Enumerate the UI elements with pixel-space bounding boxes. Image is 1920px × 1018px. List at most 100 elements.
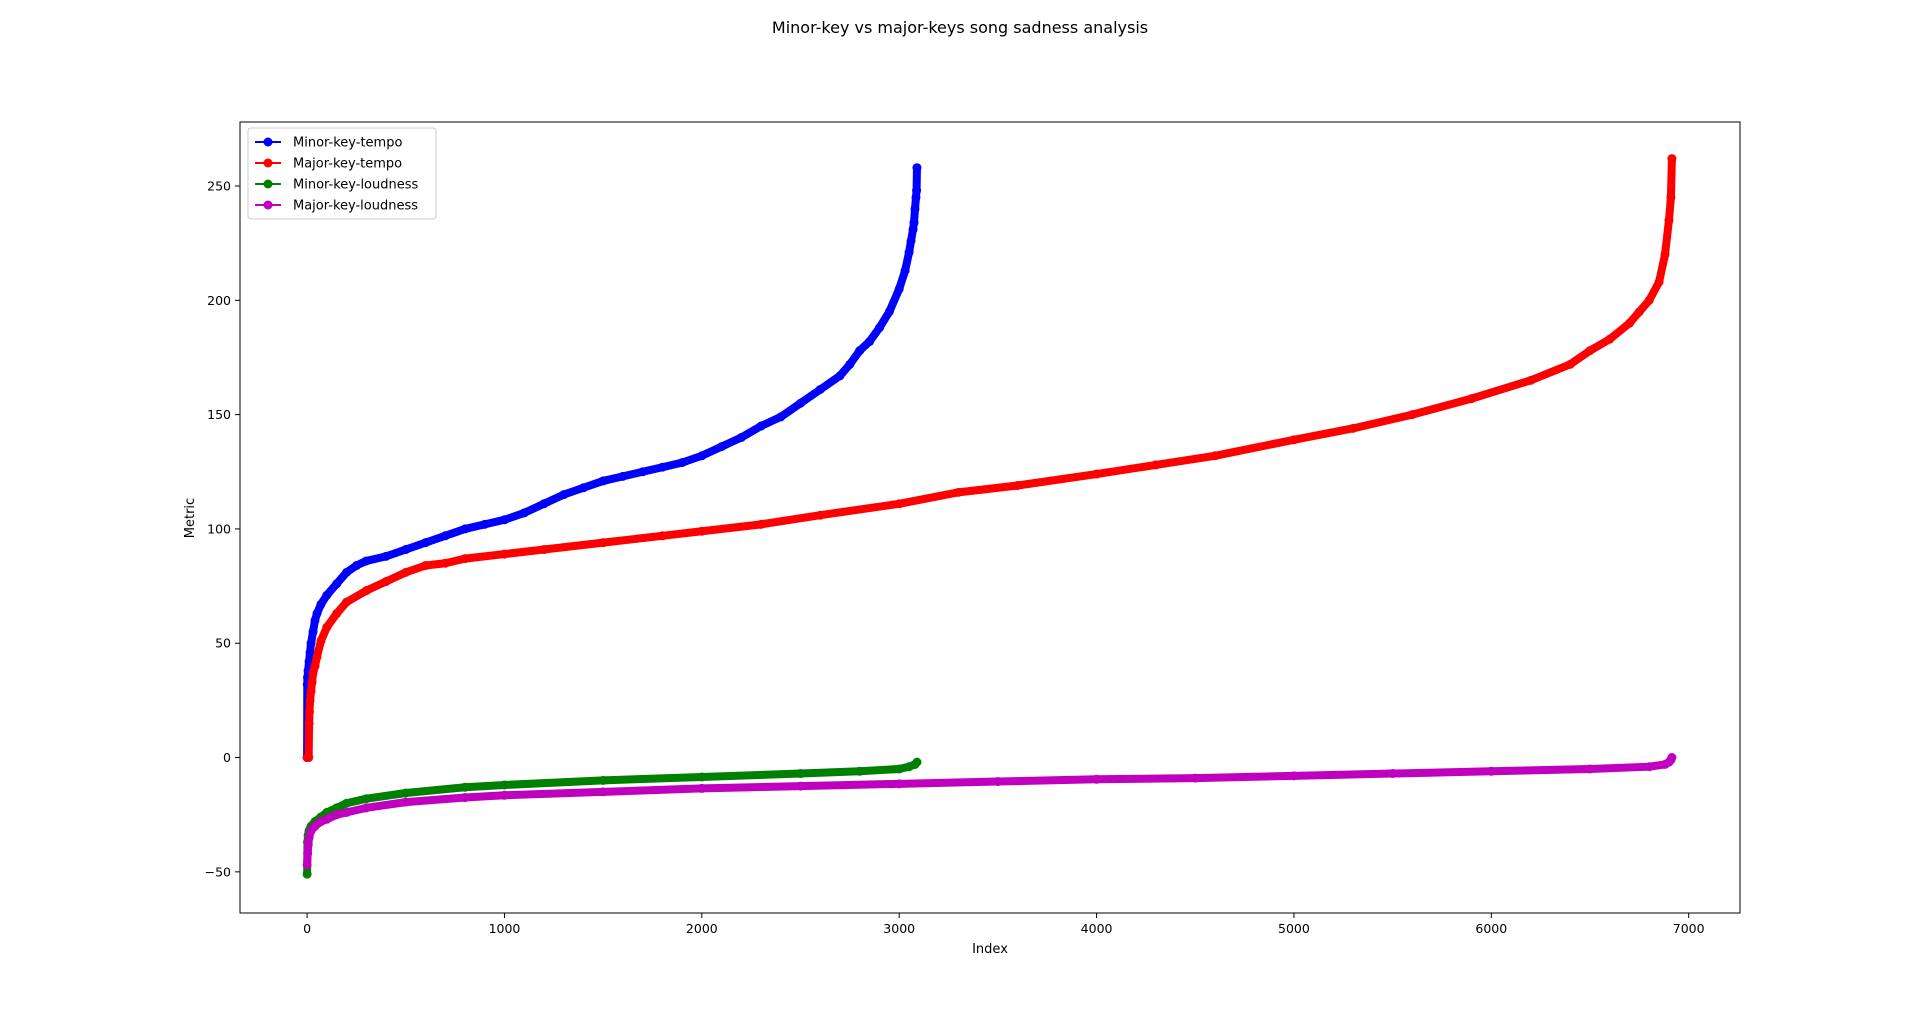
data-point [421,538,431,548]
data-point [308,668,318,678]
data-point [598,476,608,486]
data-point [697,526,707,536]
data-point [351,561,361,571]
data-point [1092,774,1102,784]
data-point [657,531,667,541]
data-point [460,793,470,803]
data-point [894,764,904,774]
data-point [312,609,322,619]
series-layer [302,154,1677,879]
data-point [993,777,1003,787]
data-point [303,839,313,849]
data-point [1210,451,1220,461]
chart-title: Minor-key vs major-keys song sadness ana… [772,18,1148,37]
data-point [796,781,806,791]
data-point [1667,154,1677,164]
data-point [381,551,391,561]
data-point [322,814,332,824]
series-line-3 [303,753,1676,869]
x-tick-label: 5000 [1278,921,1310,936]
data-point [697,451,707,461]
data-point [342,597,352,607]
data-point [910,204,920,214]
data-point [1667,753,1677,763]
data-point [499,780,509,790]
data-point [312,652,322,662]
data-point [717,442,727,452]
series-line-2 [303,758,921,879]
data-point [1092,469,1102,479]
data-point [1624,318,1634,328]
x-tick-label: 6000 [1475,921,1507,936]
data-point [1388,769,1398,779]
data-point [1013,480,1023,490]
data-point [361,803,371,813]
data-point [322,622,332,632]
legend-item: Major-key-loudness [255,199,418,214]
data-point [578,483,588,493]
data-point [835,371,845,381]
data-point [401,567,411,577]
data-point [499,549,509,559]
y-tick-label: 0 [223,750,231,765]
data-point [305,647,315,657]
data-point [1565,359,1575,369]
data-point [310,615,320,625]
y-tick-label: 250 [207,179,231,194]
data-point [1585,764,1595,774]
data-point [519,508,529,518]
data-point [912,186,922,196]
series-3 [302,753,1677,870]
series-line-1 [303,154,1676,762]
legend-marker [263,200,273,210]
data-point [874,323,884,333]
y-tick-label: 200 [207,293,231,308]
data-point [460,782,470,792]
data-point [1289,435,1299,445]
data-point [912,163,922,173]
data-point [1486,766,1496,776]
data-point [1348,423,1358,433]
series-2 [302,757,922,879]
data-point [302,869,312,879]
data-point [894,779,904,789]
y-tick-label: −50 [205,864,231,879]
data-point [401,788,411,798]
data-point [332,810,342,820]
data-point [598,538,608,548]
data-point [1664,215,1674,225]
data-point [1654,277,1664,287]
series-0 [302,163,922,763]
y-tick-label: 50 [215,636,231,651]
data-point [618,471,628,481]
data-point [894,284,904,294]
x-tick-label: 4000 [1081,921,1113,936]
data-point [440,558,450,568]
data-point [865,336,875,346]
legend-marker [263,137,273,147]
data-point [677,458,687,468]
data-point [304,833,314,843]
data-point [756,519,766,529]
data-point [855,346,865,356]
legend-label: Minor-key-tempo [293,136,402,151]
data-point [894,499,904,509]
data-point [884,307,894,317]
data-point [305,695,315,705]
data-point [316,636,326,646]
y-axis: −50 0 50 100 150 200 250 [205,179,240,879]
data-point [815,510,825,520]
data-point [559,490,569,500]
y-tick-label: 150 [207,407,231,422]
data-point [1605,334,1615,344]
data-point [302,860,312,870]
data-point [539,545,549,555]
data-point [598,775,608,785]
data-point [361,794,371,804]
data-point [855,766,865,776]
legend-item: Major-key-tempo [255,157,402,172]
data-point [304,753,314,763]
data-point [539,499,549,509]
